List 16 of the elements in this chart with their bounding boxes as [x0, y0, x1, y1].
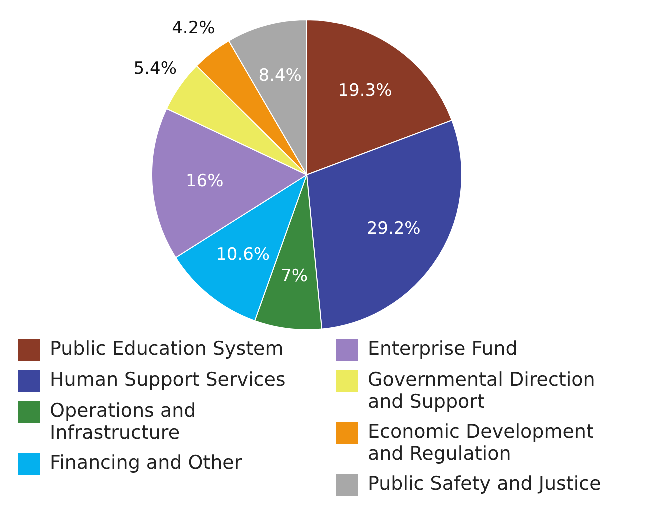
legend-label: Governmental Direction and Support — [368, 369, 596, 413]
legend-label: Financing and Other — [50, 452, 242, 474]
legend-label: Economic Development and Regulation — [368, 421, 595, 465]
legend-label: Enterprise Fund — [368, 338, 518, 360]
data-label: 19.3% — [338, 80, 392, 101]
legend-label: Public Education System — [50, 338, 284, 360]
data-label: 4.2% — [172, 18, 216, 39]
data-label: 16% — [186, 171, 224, 192]
data-label: 29.2% — [366, 219, 421, 240]
legend-label: Operations and Infrastructure — [50, 400, 198, 444]
legend-label: Public Safety and Justice — [368, 473, 602, 495]
data-label: 5.4% — [134, 58, 178, 79]
legend-label: Human Support Services — [50, 369, 286, 391]
data-label: 8.4% — [258, 66, 302, 86]
data-label: 10.6% — [216, 244, 270, 265]
data-label: 7% — [281, 266, 308, 287]
